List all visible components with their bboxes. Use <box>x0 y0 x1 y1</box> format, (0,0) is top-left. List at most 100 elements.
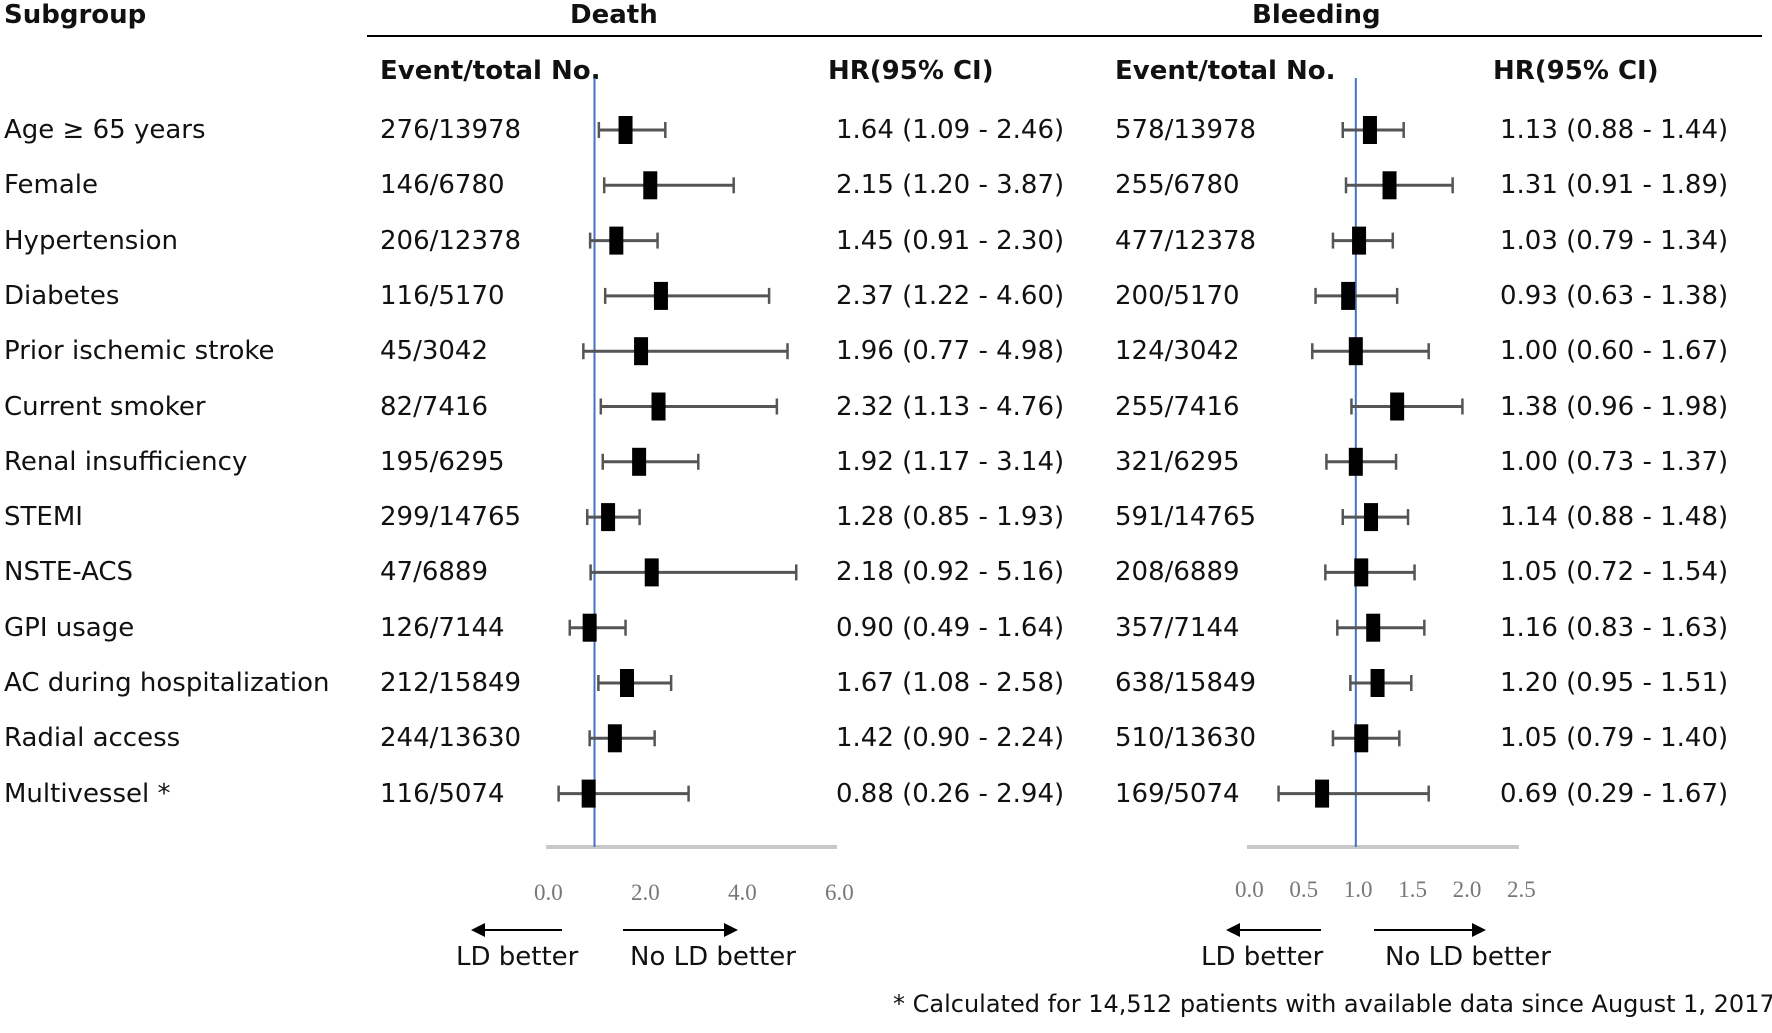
bleeding-events: 578/13978 <box>1115 115 1257 145</box>
bleeding-right-arrow-head <box>1472 923 1486 937</box>
subgroup-label: Current smoker <box>4 391 206 422</box>
bleeding-hr-text: 1.00 (0.60 - 1.67) <box>1500 336 1729 367</box>
bleeding-hr-point <box>1364 503 1379 532</box>
death-event-total-header: Event/total No. <box>380 56 601 86</box>
bleeding-tick-label: 0.0 <box>1235 877 1264 902</box>
death-hr-point <box>653 281 668 310</box>
bleeding-hr-point <box>1341 281 1356 310</box>
bleeding-events: 591/14765 <box>1115 502 1257 533</box>
death-left-arrow-head <box>471 923 485 937</box>
death-events: 206/12378 <box>380 225 522 256</box>
bleeding-hr-point <box>1366 613 1381 642</box>
bleeding-hr-point <box>1390 392 1405 421</box>
death-events: 276/13978 <box>380 115 522 145</box>
subgroup-header: Subgroup <box>4 0 147 30</box>
death-events: 244/13630 <box>380 723 522 754</box>
bleeding-hr-text: 0.93 (0.63 - 1.38) <box>1500 280 1729 311</box>
death-events: 195/6295 <box>380 446 505 477</box>
bleeding-hr-text: 1.38 (0.96 - 1.98) <box>1500 391 1729 422</box>
death-hr-text: 2.32 (1.13 - 4.76) <box>836 391 1065 422</box>
subgroup-label: Multivessel * <box>4 778 171 809</box>
bleeding-hr-point <box>1352 226 1367 255</box>
death-hr-point <box>618 116 633 144</box>
bleeding-hr-point <box>1370 669 1385 697</box>
death-tick-label: 2.0 <box>631 880 660 905</box>
death-hr-text: 1.67 (1.08 - 2.58) <box>836 668 1065 698</box>
death-events: 146/6780 <box>380 170 505 201</box>
subgroup-label: Prior ischemic stroke <box>4 336 275 367</box>
bleeding-hr-point <box>1348 447 1363 476</box>
bleeding-events: 477/12378 <box>1115 225 1257 256</box>
death-forest-plot <box>471 78 837 937</box>
bleeding-forest-plot <box>1226 78 1519 937</box>
death-hr-point <box>634 337 649 366</box>
bleeding-hr-text: 1.14 (0.88 - 1.48) <box>1500 502 1729 533</box>
death-hr-text: 1.64 (1.09 - 2.46) <box>836 115 1065 145</box>
death-hr-point <box>609 226 624 255</box>
death-hr-text: 1.42 (0.90 - 2.24) <box>836 723 1065 754</box>
death-hr-text: 1.45 (0.91 - 2.30) <box>836 225 1065 256</box>
death-tick-label: 6.0 <box>825 880 854 905</box>
bleeding-hr-text: 1.03 (0.79 - 1.34) <box>1500 225 1729 256</box>
bleeding-hr-point <box>1362 116 1377 144</box>
bleeding-events: 638/15849 <box>1115 668 1257 698</box>
bleeding-title: Bleeding <box>1252 0 1381 30</box>
bleeding-hr-text: 1.05 (0.79 - 1.40) <box>1500 723 1729 754</box>
bleeding-hr-point <box>1354 558 1369 587</box>
death-hr-point <box>607 724 622 753</box>
bleeding-events: 255/6780 <box>1115 170 1240 201</box>
death-hr-text: 1.92 (1.17 - 3.14) <box>836 446 1065 477</box>
death-right-label: No LD better <box>630 942 796 972</box>
death-hr-text: 0.90 (0.49 - 1.64) <box>836 612 1065 643</box>
death-title: Death <box>570 0 658 30</box>
death-right-arrow-head <box>724 923 738 937</box>
bleeding-hr-text: 1.16 (0.83 - 1.63) <box>1500 612 1729 643</box>
footnote: * Calculated for 14,512 patients with av… <box>893 990 1772 1018</box>
subgroup-label: AC during hospitalization <box>4 668 330 698</box>
death-hr-header: HR(95% CI) <box>828 56 994 86</box>
death-hr-text: 0.88 (0.26 - 2.94) <box>836 778 1065 809</box>
bleeding-hr-point <box>1315 779 1330 808</box>
subgroup-label: Female <box>4 170 99 201</box>
bleeding-events: 255/7416 <box>1115 391 1240 422</box>
bleeding-events: 510/13630 <box>1115 723 1257 754</box>
death-events: 116/5170 <box>380 280 505 311</box>
bleeding-hr-text: 1.20 (0.95 - 1.51) <box>1500 668 1729 698</box>
subgroup-label: GPI usage <box>4 612 135 643</box>
death-events: 47/6889 <box>380 557 489 588</box>
subgroup-label: Hypertension <box>4 225 178 256</box>
death-hr-text: 2.18 (0.92 - 5.16) <box>836 557 1065 588</box>
death-hr-text: 2.37 (1.22 - 4.60) <box>836 280 1065 311</box>
subgroup-label: STEMI <box>4 502 83 533</box>
bleeding-left-label: LD better <box>1201 942 1324 972</box>
death-hr-text: 1.96 (0.77 - 4.98) <box>836 336 1065 367</box>
bleeding-hr-point <box>1348 337 1363 366</box>
death-hr-point <box>582 613 597 642</box>
bleeding-hr-text: 0.69 (0.29 - 1.67) <box>1500 778 1729 809</box>
bleeding-right-label: No LD better <box>1385 942 1551 972</box>
bleeding-events: 124/3042 <box>1115 336 1240 367</box>
bleeding-events: 321/6295 <box>1115 446 1240 477</box>
bleeding-hr-header: HR(95% CI) <box>1493 56 1659 86</box>
bleeding-tick-label: 1.5 <box>1398 877 1427 902</box>
death-events: 212/15849 <box>380 668 522 698</box>
bleeding-tick-label: 2.5 <box>1507 877 1536 902</box>
death-events: 82/7416 <box>380 391 489 422</box>
bleeding-hr-point <box>1382 171 1397 200</box>
death-hr-point <box>581 779 596 808</box>
bleeding-tick-label: 2.0 <box>1452 877 1482 902</box>
death-hr-point <box>601 503 616 532</box>
death-events: 45/3042 <box>380 336 489 367</box>
death-hr-point <box>619 669 634 697</box>
death-tick-label: 4.0 <box>728 880 757 905</box>
death-events: 116/5074 <box>380 778 505 809</box>
bleeding-events: 200/5170 <box>1115 280 1240 311</box>
subgroup-label: Diabetes <box>4 280 120 311</box>
death-hr-point <box>651 392 666 421</box>
death-events: 126/7144 <box>380 612 505 643</box>
subgroup-label: NSTE-ACS <box>4 557 134 588</box>
death-hr-point <box>644 558 659 587</box>
bleeding-left-arrow-head <box>1226 923 1240 937</box>
death-tick-label: 0.0 <box>534 880 563 905</box>
